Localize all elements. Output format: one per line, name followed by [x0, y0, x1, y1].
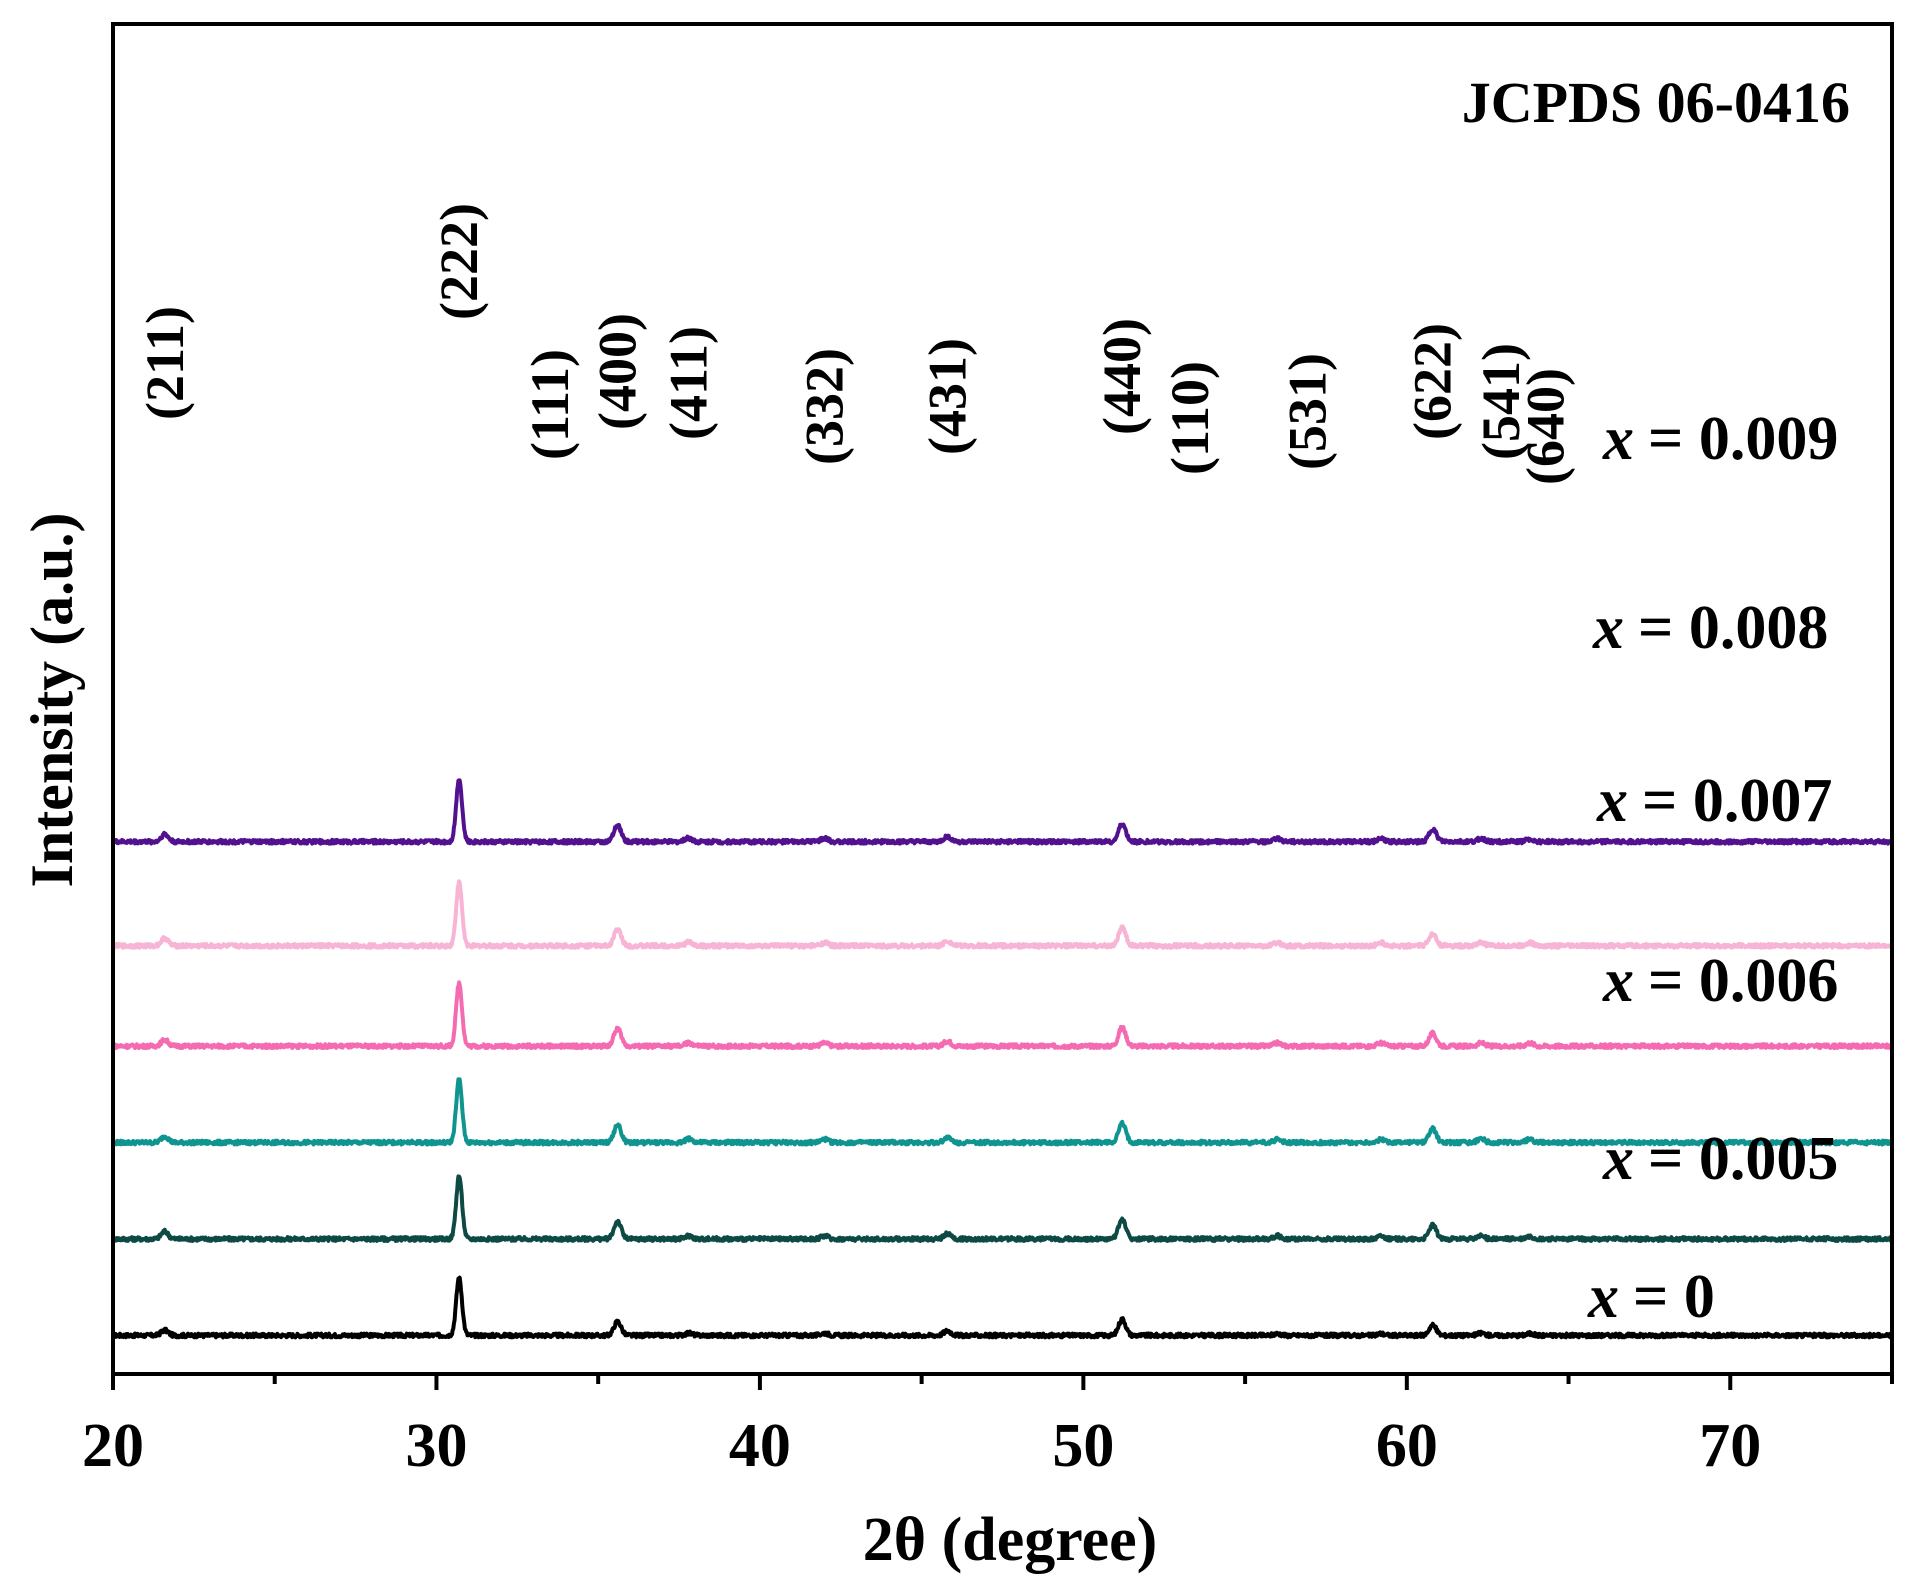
series-label-value: = 0: [1633, 1263, 1715, 1331]
peak-label-10: (622): [1403, 323, 1463, 440]
peak-label-2: (111): [520, 349, 580, 460]
series-label-1: x = 0.005: [1602, 1125, 1838, 1193]
peak-label-9: (531): [1277, 353, 1337, 470]
x-axis: 20 30 40 50 60 70: [82, 1374, 1894, 1480]
series-label-symbol: x: [1602, 1125, 1634, 1193]
peak-label-layer: (211) (222) (111) (400) (411) (332) (431) (440)…: [135, 203, 1576, 485]
series-label-value: = 0.008: [1638, 594, 1828, 662]
peak-label-11: (541): [1471, 343, 1531, 460]
series-label-3: x = 0.007: [1596, 767, 1832, 835]
series-line-1: [111, 1174, 1894, 1243]
peak-label-8: (110): [1160, 361, 1220, 475]
series-label-2: x = 0.006: [1602, 947, 1838, 1015]
series-label-5: x = 0.009: [1602, 405, 1838, 473]
x-tick-label: 60: [1376, 1412, 1438, 1480]
series-label-value: = 0.009: [1648, 405, 1838, 473]
series-label-symbol: x: [1592, 594, 1624, 662]
series-line-0: [111, 1275, 1894, 1340]
series-line-2: [111, 1077, 1894, 1147]
series-line-5: [111, 778, 1894, 846]
series-label-4: x = 0.008: [1592, 594, 1828, 662]
peak-label-0: (211): [135, 306, 195, 420]
series-layer: [111, 778, 1894, 1340]
x-tick-label: 20: [82, 1412, 144, 1480]
plot-frame: [111, 22, 1894, 1376]
series-label-value: = 0.006: [1648, 947, 1838, 1015]
peak-label-6: (431): [918, 338, 978, 455]
x-tick-label: 30: [405, 1412, 467, 1480]
series-line-3: [111, 980, 1894, 1051]
series-label-0: x = 0: [1587, 1263, 1715, 1331]
peak-label-3: (400): [588, 313, 648, 430]
peak-label-7: (440): [1092, 318, 1152, 435]
series-label-symbol: x: [1602, 405, 1634, 473]
reference-label: JCPDS 06-0416: [1462, 70, 1850, 135]
x-tick-label: 50: [1052, 1412, 1114, 1480]
series-line-4: [111, 879, 1894, 950]
x-tick-label: 70: [1699, 1412, 1761, 1480]
y-axis-title: Intensity (a.u.): [19, 512, 85, 887]
series-label-value: = 0.007: [1642, 767, 1832, 835]
series-label-symbol: x: [1602, 947, 1634, 1015]
x-tick-label: 40: [729, 1412, 791, 1480]
peak-label-4: (411): [659, 326, 719, 440]
series-label-symbol: x: [1587, 1263, 1619, 1331]
peak-label-5: (332): [795, 348, 855, 465]
peak-label-1: (222): [429, 203, 489, 320]
series-label-symbol: x: [1596, 767, 1628, 835]
x-axis-title: 2θ (degree): [863, 1506, 1158, 1574]
series-label-value: = 0.005: [1648, 1125, 1838, 1193]
peak-label-12: (640): [1516, 368, 1576, 485]
